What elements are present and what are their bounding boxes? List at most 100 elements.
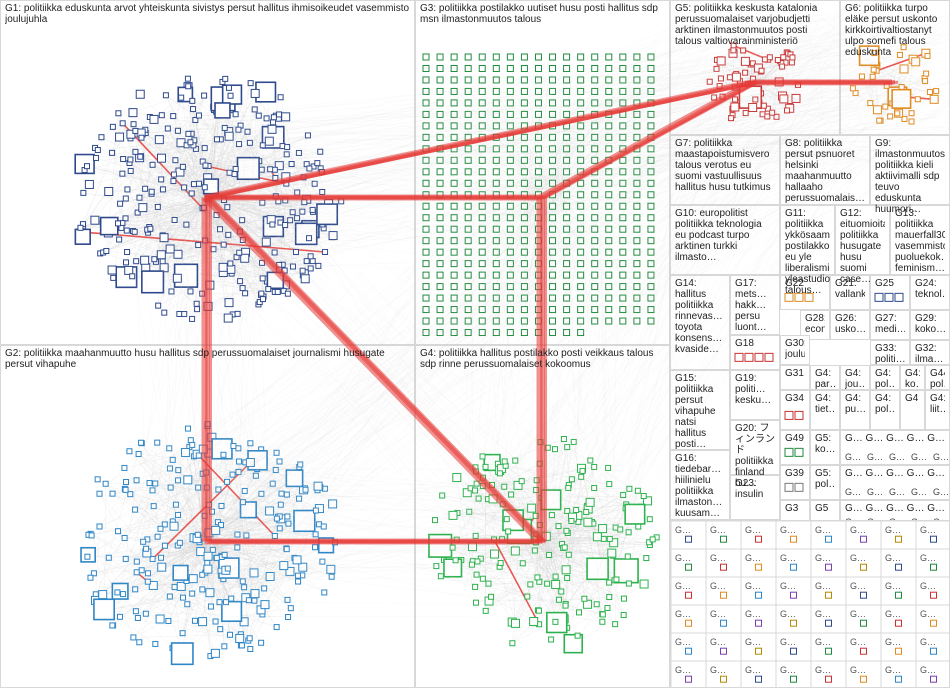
group-Ge: G44: pol… <box>925 365 950 390</box>
group-label-G24: G24: teknol… <box>915 278 945 300</box>
group-G18: G18 <box>730 335 780 370</box>
group-label-G17: G17: mets… hakk… persu luont… <box>735 278 775 333</box>
group-Gf: G4: tiet… <box>810 390 840 430</box>
group-label-G3: G3: politiikka postilakko uutiset husu p… <box>420 3 665 25</box>
group-G29: G29: koko… <box>910 310 950 340</box>
svg-text:G…: G… <box>710 581 726 591</box>
group-label-Gf: G4: tiet… <box>815 393 835 415</box>
svg-text:G…: G… <box>933 487 949 497</box>
group-label-G33: G33: politi… <box>875 343 905 365</box>
svg-text:G…: G… <box>885 581 901 591</box>
svg-text:G…: G… <box>815 553 831 563</box>
group-label-Gj: G4: liit… <box>930 393 945 415</box>
group-Gn: G… G… G… G… G…G…G…G…G…G… <box>840 465 950 500</box>
svg-text:G…: G… <box>885 525 901 535</box>
svg-text:G…: G… <box>675 637 691 647</box>
group-G31: G31 <box>780 365 810 390</box>
group-G27: G27: medi… <box>870 310 910 340</box>
svg-text:G…: G… <box>745 581 761 591</box>
group-G15: G15: politiikka persut vihapuhe natsi ha… <box>670 370 730 450</box>
group-G33: G33: politi… <box>870 340 910 365</box>
group-label-Gb: G4: jou… <box>845 368 865 390</box>
group-label-G49: G49 <box>785 433 805 444</box>
group-label-G16: G16: tiedebar… hiilinielu politiikka ilm… <box>675 453 725 519</box>
svg-text:G…: G… <box>710 525 726 535</box>
group-Gb: G4: jou… <box>840 365 870 390</box>
group-label-G10: G10: europolitist politiikka teknologia … <box>675 208 775 263</box>
group-label-G25: G25 <box>875 278 905 289</box>
group-G7: G7: politiikka maastapoistumisvero talou… <box>670 135 780 205</box>
group-label-Gp: G5 <box>815 503 835 514</box>
group-Gc: G4: pol… <box>870 365 900 390</box>
group-label-G9: G9: ilmastonmuutos politiikka kieli akti… <box>875 138 945 215</box>
group-G4: G4: politiikka hallitus postilakko posti… <box>415 345 670 688</box>
svg-text:G…: G… <box>675 525 691 535</box>
group-G5: G5: politiikka keskusta katalonia peruss… <box>670 0 840 135</box>
svg-text:G…: G… <box>885 553 901 563</box>
group-label-Gc: G4: pol… <box>875 368 895 390</box>
group-label-G5: G5: politiikka keskusta katalonia peruss… <box>675 3 835 47</box>
group-label-Gh: G4: pol… <box>875 393 895 415</box>
svg-text:G…: G… <box>850 553 866 563</box>
group-Gl: G… G… G… G… G…G…G…G…G…G… <box>840 430 950 465</box>
svg-text:G…: G… <box>920 553 936 563</box>
group-label-G31: G31 <box>785 368 805 379</box>
group-G1: G1: politiikka eduskunta arvot yhteiskun… <box>0 0 415 345</box>
group-Gm: G5: pol… <box>810 465 840 500</box>
group-label-G23: G23: insulin <box>735 478 775 500</box>
svg-text:G…: G… <box>780 553 796 563</box>
svg-text:G…: G… <box>745 609 761 619</box>
group-label-G32: G32: ilma… <box>915 343 945 365</box>
group-label-G19: G19: politi… kesku… <box>735 373 775 406</box>
group-G25: G25 <box>870 275 910 310</box>
svg-text:G…: G… <box>850 637 866 647</box>
svg-text:G…: G… <box>780 665 796 675</box>
group-label-G39: G39 <box>785 468 805 479</box>
svg-text:G…: G… <box>780 637 796 647</box>
group-G19: G19: politi… kesku… <box>730 370 780 420</box>
group-G23: G23: insulin <box>730 475 780 520</box>
group-label-G22: G22 <box>785 278 825 289</box>
group-label-Gg: G4: pu… <box>845 393 865 415</box>
group-G16: G16: tiedebar… hiilinielu politiikka ilm… <box>670 450 730 520</box>
svg-text:G…: G… <box>675 553 691 563</box>
group-label-G26: G26: usko… <box>835 313 865 335</box>
group-label-G27: G27: medi… <box>875 313 905 335</box>
group-G10: G10: europolitist politiikka teknologia … <box>670 205 780 275</box>
group-label-G2: G2: politiikka maahanmuutto husu hallitu… <box>5 348 410 370</box>
svg-text:G…: G… <box>780 581 796 591</box>
group-label-G28: G28: econ… <box>805 313 825 335</box>
group-label-G12: G12: eituomioita politiikka husugate hus… <box>840 208 885 285</box>
svg-text:G…: G… <box>745 553 761 563</box>
group-label-G14: G14: hallitus politiikka rinnevas… toyot… <box>675 278 725 355</box>
svg-text:G…: G… <box>710 609 726 619</box>
group-label-Ga: G4: par… <box>815 368 835 390</box>
group-G17: G17: mets… hakk… persu luont… <box>730 275 780 335</box>
svg-text:G…: G… <box>745 637 761 647</box>
group-G49: G49 <box>780 430 810 465</box>
svg-text:G…: G… <box>815 665 831 675</box>
group-G20: G20: フィンランド politiikka finland hu… <box>730 420 780 475</box>
group-G8: G8: politiikka persut psnuoret helsinki … <box>780 135 870 205</box>
group-G3: G3: politiikka postilakko uutiset husu p… <box>415 0 670 345</box>
svg-text:G…: G… <box>845 487 861 497</box>
svg-text:G…: G… <box>885 637 901 647</box>
svg-text:G…: G… <box>845 452 861 462</box>
svg-text:G…: G… <box>745 525 761 535</box>
group-G21: G21: vallank… <box>830 275 870 310</box>
group-label-G7: G7: politiikka maastapoistumisvero talou… <box>675 138 775 193</box>
group-G24: G24: teknol… <box>910 275 950 310</box>
group-label-Gi: G4 <box>905 393 920 404</box>
svg-text:G…: G… <box>780 609 796 619</box>
group-Gr: G… G… G… G… G… G… G… G… G… G… G… G… G… G… G… G… G… G… G… G…… <box>670 520 950 688</box>
group-Gd: G4: ko… <box>900 365 925 390</box>
group-G30: G30: jouluj… <box>780 335 810 365</box>
svg-text:G…: G… <box>920 525 936 535</box>
svg-text:G…: G… <box>815 637 831 647</box>
group-label-Gn: G… G… G… G… G… <box>845 468 945 479</box>
group-label-G1: G1: politiikka eduskunta arvot yhteiskun… <box>5 3 410 25</box>
group-label-G4: G4: politiikka hallitus postilakko posti… <box>420 348 665 370</box>
group-Gh: G4: pol… <box>870 390 900 430</box>
svg-text:G…: G… <box>675 609 691 619</box>
group-G2: G2: politiikka maahanmuutto husu hallitu… <box>0 345 415 688</box>
